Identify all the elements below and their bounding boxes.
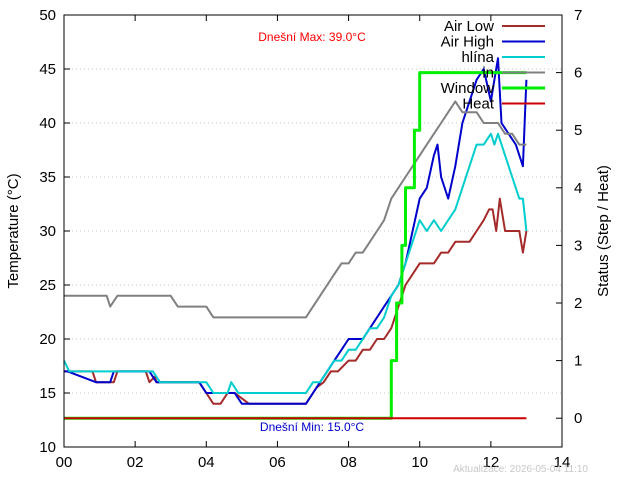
y-tick-label: 10 (39, 439, 56, 456)
y-tick-label: 20 (39, 331, 56, 348)
y2-tick-label: 4 (574, 180, 582, 197)
y2-tick-label: 7 (574, 7, 582, 24)
update-timestamp: Aktualizace: 2026-05-04 11:10 (453, 464, 588, 475)
x-tick-label: 08 (340, 454, 357, 471)
legend-label: in (482, 65, 494, 82)
legend-label: Window (441, 80, 495, 97)
legend-label: Heat (462, 96, 495, 113)
x-tick-label: 06 (269, 454, 286, 471)
min-annotation: Dnešní Min: 15.0°C (260, 420, 365, 434)
legend-label: Air High (441, 34, 494, 51)
x-tick-label: 04 (198, 454, 215, 471)
y-tick-label: 35 (39, 169, 56, 186)
y2-tick-label: 3 (574, 237, 582, 254)
y2-tick-label: 0 (574, 410, 582, 427)
y-tick-label: 15 (39, 385, 56, 402)
series-line-air-high (64, 57, 528, 405)
y2-tick-label: 1 (574, 353, 582, 370)
x-tick-label: 00 (56, 454, 73, 471)
y-tick-label: 25 (39, 277, 56, 294)
y2-tick-label: 2 (574, 295, 582, 312)
x-tick-label: 14 (554, 454, 571, 471)
x-tick-label: 10 (411, 454, 428, 471)
legend-label: hlína (461, 49, 494, 66)
x-tick-label: 02 (127, 454, 144, 471)
max-annotation: Dnešní Max: 39.0°C (258, 30, 366, 44)
legend-label: Air Low (444, 18, 494, 35)
series-line-in (64, 100, 527, 319)
y2-tick-label: 6 (574, 65, 582, 82)
x-tick-label: 12 (483, 454, 500, 471)
y-tick-label: 30 (39, 223, 56, 240)
y-tick-label: 50 (39, 7, 56, 24)
series-line-window (64, 71, 527, 420)
y-tick-label: 45 (39, 61, 56, 78)
y-tick-label: 40 (39, 115, 56, 132)
y2-axis-title: Status (Step / Heat) (595, 165, 612, 297)
y-axis-title: Temperature (°C) (5, 173, 22, 288)
y2-tick-label: 5 (574, 122, 582, 139)
series-group (63, 57, 528, 420)
series-line-hl-na (63, 132, 528, 394)
